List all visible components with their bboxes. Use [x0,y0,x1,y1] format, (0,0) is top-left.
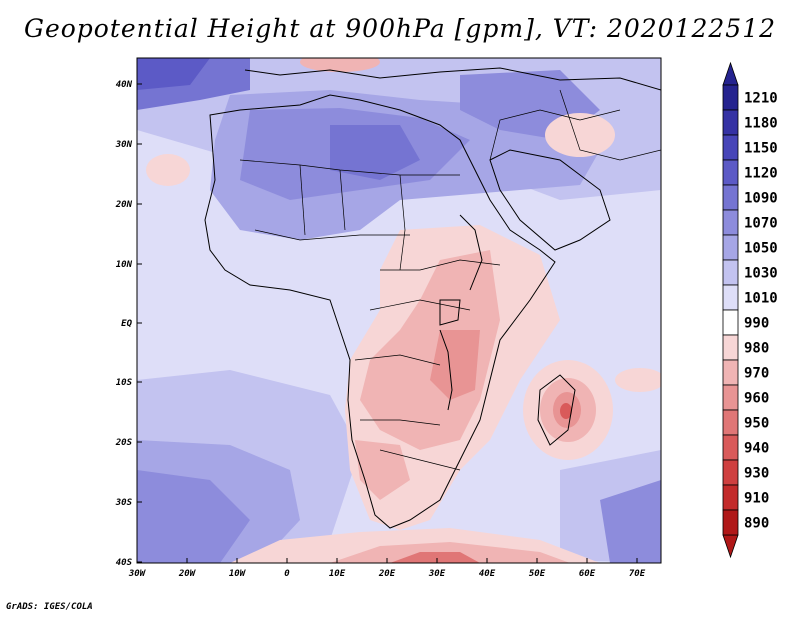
lon-tick-label: 10E [329,569,346,579]
colorbar-label: 1050 [744,241,778,257]
colorbar-cell [722,259,739,286]
map-frame [136,57,662,564]
coastlines [204,67,661,529]
lon-tick-label: 20E [378,569,396,579]
geopotential-field [137,58,661,563]
colorbar-cell [722,159,739,186]
lon-tick-label: 50E [529,569,546,579]
colorbar-cell [722,359,739,386]
lon-tick-label: 40E [479,569,496,579]
colorbar-cell [722,209,739,236]
colorbar-label: 1010 [744,291,778,307]
lat-tick-label: 40N [116,80,133,90]
lat-tick-label: 10N [116,260,133,270]
lon-tick-label: 30W [128,569,147,579]
colorbar-bottom-arrow [722,534,739,559]
lon-tick-label: 10W [229,569,247,579]
colorbar-cell [722,109,739,136]
colorbar-cell [722,434,739,461]
colorbar-cell [722,334,739,361]
colorbar-label: 950 [744,416,769,432]
country-borders [239,89,661,471]
colorbar-cell [722,384,739,411]
lon-tick-label: 20W [178,569,197,579]
grads-credit: GrADS: IGES/COLA [6,602,93,612]
colorbar-label: 960 [744,391,769,407]
lon-tick-label: 60E [579,569,596,579]
colorbar-top-arrow [722,61,739,86]
colorbar-label: 1180 [744,116,778,132]
colorbar-cell [722,484,739,511]
colorbar-cell [722,284,739,311]
lon-tick-label: 0 [284,569,290,579]
colorbar-label: 940 [744,441,769,457]
colorbar-cell [722,409,739,436]
colorbar-cell [722,184,739,211]
colorbar-label: 890 [744,516,769,532]
colorbar-label: 1030 [744,266,778,282]
lat-tick-label: EQ [121,319,132,329]
colorbar-label: 1210 [744,91,778,107]
lat-tick-label: 10S [116,378,133,388]
map-title: Geopotential Height at 900hPa [gpm], VT:… [23,14,777,43]
colorbar-label: 990 [744,316,769,332]
colorbar-cell [722,459,739,486]
lat-tick-label: 30N [115,140,133,150]
lat-axis: 40N 30N 20N 10N EQ 10S 20S 30S 40S [115,80,142,568]
lon-axis: 30W 20W 10W 0 10E 20E 30E 40E 50E 60E 70… [128,558,646,579]
colorbar-label: 1090 [744,191,778,207]
colorbar-label: 910 [744,491,769,507]
colorbar-cell [722,134,739,161]
lon-tick-label: 30E [428,569,446,579]
colorbar-label: 1070 [744,216,778,232]
lat-tick-label: 30S [115,498,133,508]
colorbar-cell [722,309,739,336]
colorbar-label: 970 [744,366,769,382]
colorbar-cell [722,84,739,111]
colorbar: 1210 1180 1150 1120 1090 1070 1050 1030 1010 990 9… [722,61,778,559]
lat-tick-label: 40S [116,558,133,568]
colorbar-cell [722,509,739,536]
lat-tick-label: 20N [115,200,133,210]
colorbar-cell [722,234,739,261]
colorbar-label: 1150 [744,141,778,157]
colorbar-label: 980 [744,341,769,357]
colorbar-label: 930 [744,466,769,482]
lat-tick-label: 20S [115,438,133,448]
lon-tick-label: 70E [629,569,646,579]
colorbar-label: 1120 [744,166,778,182]
